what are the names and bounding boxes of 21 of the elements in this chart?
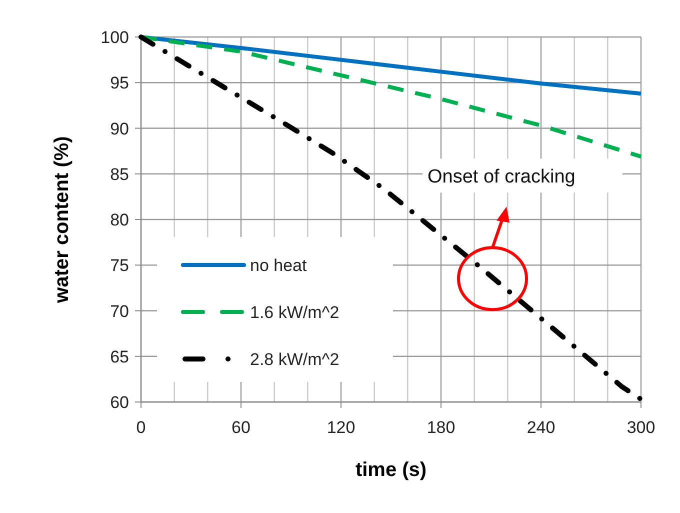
y-tick-label: 90 [110, 119, 129, 138]
x-tick-label: 120 [326, 418, 356, 437]
legend-label: 1.6 kW/m^2 [250, 303, 340, 322]
x-tick-label: 60 [232, 418, 250, 437]
y-tick-label: 95 [110, 74, 129, 93]
y-tick-label: 85 [110, 164, 129, 184]
y-tick-label: 65 [110, 347, 129, 366]
y-tick-label: 70 [110, 302, 129, 321]
y-axis-title: water content (%) [51, 136, 73, 304]
y-tick-label: 75 [110, 256, 129, 276]
x-tick-label: 240 [526, 418, 556, 437]
y-tick-label: 80 [110, 210, 129, 230]
x-tick-label: 0 [136, 418, 146, 437]
y-tick-label: 100 [100, 28, 129, 47]
legend-label: no heat [250, 256, 307, 275]
y-tick-label: 60 [110, 393, 129, 412]
annotation: Onset of cracking [428, 166, 576, 188]
legend-label: 2.8 kW/m^2 [250, 350, 340, 369]
x-axis-title: time (s) [355, 459, 427, 481]
x-tick-label: 300 [626, 418, 656, 437]
x-tick-label: 180 [426, 418, 456, 437]
